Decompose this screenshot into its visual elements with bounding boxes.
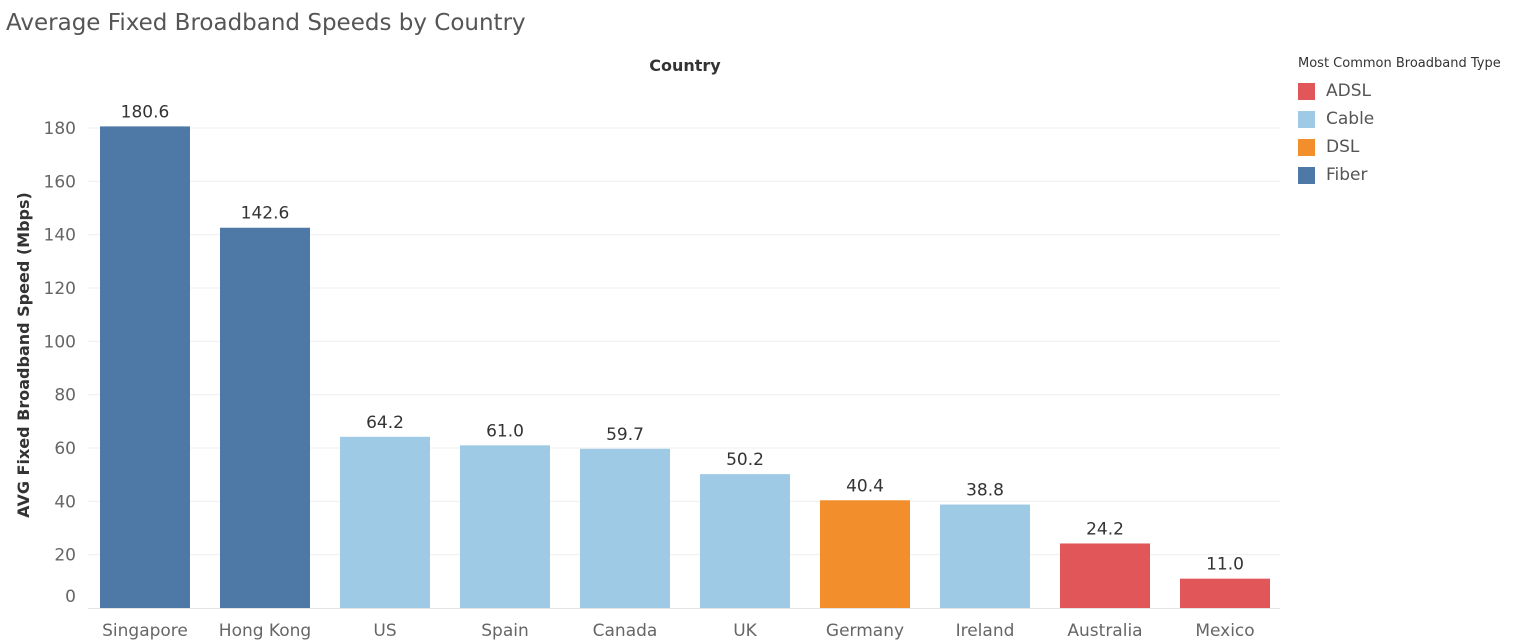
bar-value-label: 61.0 bbox=[486, 421, 524, 441]
bar-value-label: 50.2 bbox=[726, 450, 764, 470]
y-tick-label: 0 bbox=[65, 587, 76, 607]
legend-label: ADSL bbox=[1326, 81, 1371, 101]
x-axis: Singapore Hong Kong US Spain Canada UK Germany… bbox=[102, 621, 1255, 641]
y-axis: 0 20 40 60 80 100 120 140 160 180 bbox=[44, 119, 76, 607]
x-tick-label: Singapore bbox=[102, 621, 188, 641]
bar bbox=[340, 436, 430, 608]
legend: Most Common Broadband Type ADSL Cable DSL F… bbox=[1298, 56, 1501, 189]
bar bbox=[220, 227, 310, 608]
legend-item[interactable]: ADSL bbox=[1298, 77, 1501, 105]
bar-value-label: 64.2 bbox=[366, 413, 404, 433]
x-tick-label: Canada bbox=[593, 621, 658, 641]
x-tick-label: Ireland bbox=[956, 621, 1015, 641]
bar bbox=[460, 445, 550, 608]
legend-label: Cable bbox=[1326, 109, 1375, 129]
x-tick-label: Spain bbox=[481, 621, 529, 641]
bars: 180.6 142.6 64.2 61.0 59.7 50.2 40.4 38.8 24.2 11… bbox=[100, 102, 1270, 609]
y-tick-label: 100 bbox=[44, 332, 76, 352]
y-tick-label: 40 bbox=[54, 492, 76, 512]
bar bbox=[580, 448, 670, 608]
y-tick-label: 20 bbox=[54, 546, 76, 566]
legend-swatch bbox=[1298, 82, 1315, 100]
bar-value-label: 142.6 bbox=[241, 204, 290, 224]
x-tick-label: Germany bbox=[826, 621, 904, 641]
y-tick-label: 120 bbox=[44, 279, 76, 299]
legend-swatch bbox=[1298, 110, 1315, 128]
legend-label: Fiber bbox=[1326, 165, 1368, 185]
bar bbox=[1180, 578, 1270, 608]
bar bbox=[700, 474, 790, 608]
bar bbox=[100, 126, 190, 609]
y-axis-label: AVG Fixed Broadband Speed (Mbps) bbox=[14, 192, 33, 518]
legend-title: Most Common Broadband Type bbox=[1298, 56, 1501, 71]
legend-item[interactable]: DSL bbox=[1298, 133, 1501, 161]
y-tick-label: 180 bbox=[44, 119, 76, 139]
x-tick-label: Mexico bbox=[1195, 621, 1254, 641]
x-axis-label: Country bbox=[649, 56, 721, 75]
x-tick-label: Hong Kong bbox=[219, 621, 311, 641]
legend-item[interactable]: Fiber bbox=[1298, 161, 1501, 189]
x-tick-label: US bbox=[373, 621, 396, 641]
bar bbox=[940, 504, 1030, 608]
x-tick-label: Australia bbox=[1067, 621, 1142, 641]
y-tick-label: 80 bbox=[54, 386, 76, 406]
y-tick-label: 140 bbox=[44, 226, 76, 246]
bar bbox=[1060, 543, 1150, 608]
x-tick-label: UK bbox=[733, 621, 757, 641]
bar bbox=[820, 500, 910, 608]
bar-value-label: 11.0 bbox=[1206, 555, 1244, 575]
legend-swatch bbox=[1298, 166, 1315, 184]
legend-items: ADSL Cable DSL Fiber bbox=[1298, 77, 1501, 189]
y-tick-label: 160 bbox=[44, 172, 76, 192]
chart-title: Average Fixed Broadband Speeds by Countr… bbox=[6, 10, 526, 36]
bar-value-label: 59.7 bbox=[606, 425, 644, 445]
legend-item[interactable]: Cable bbox=[1298, 105, 1501, 133]
legend-label: DSL bbox=[1326, 137, 1360, 157]
legend-swatch bbox=[1298, 138, 1315, 156]
bar-value-label: 24.2 bbox=[1086, 519, 1124, 539]
y-tick-label: 60 bbox=[54, 439, 76, 459]
bar-value-label: 38.8 bbox=[966, 481, 1004, 501]
bar-value-label: 40.4 bbox=[846, 476, 884, 496]
bar-value-label: 180.6 bbox=[121, 102, 170, 122]
